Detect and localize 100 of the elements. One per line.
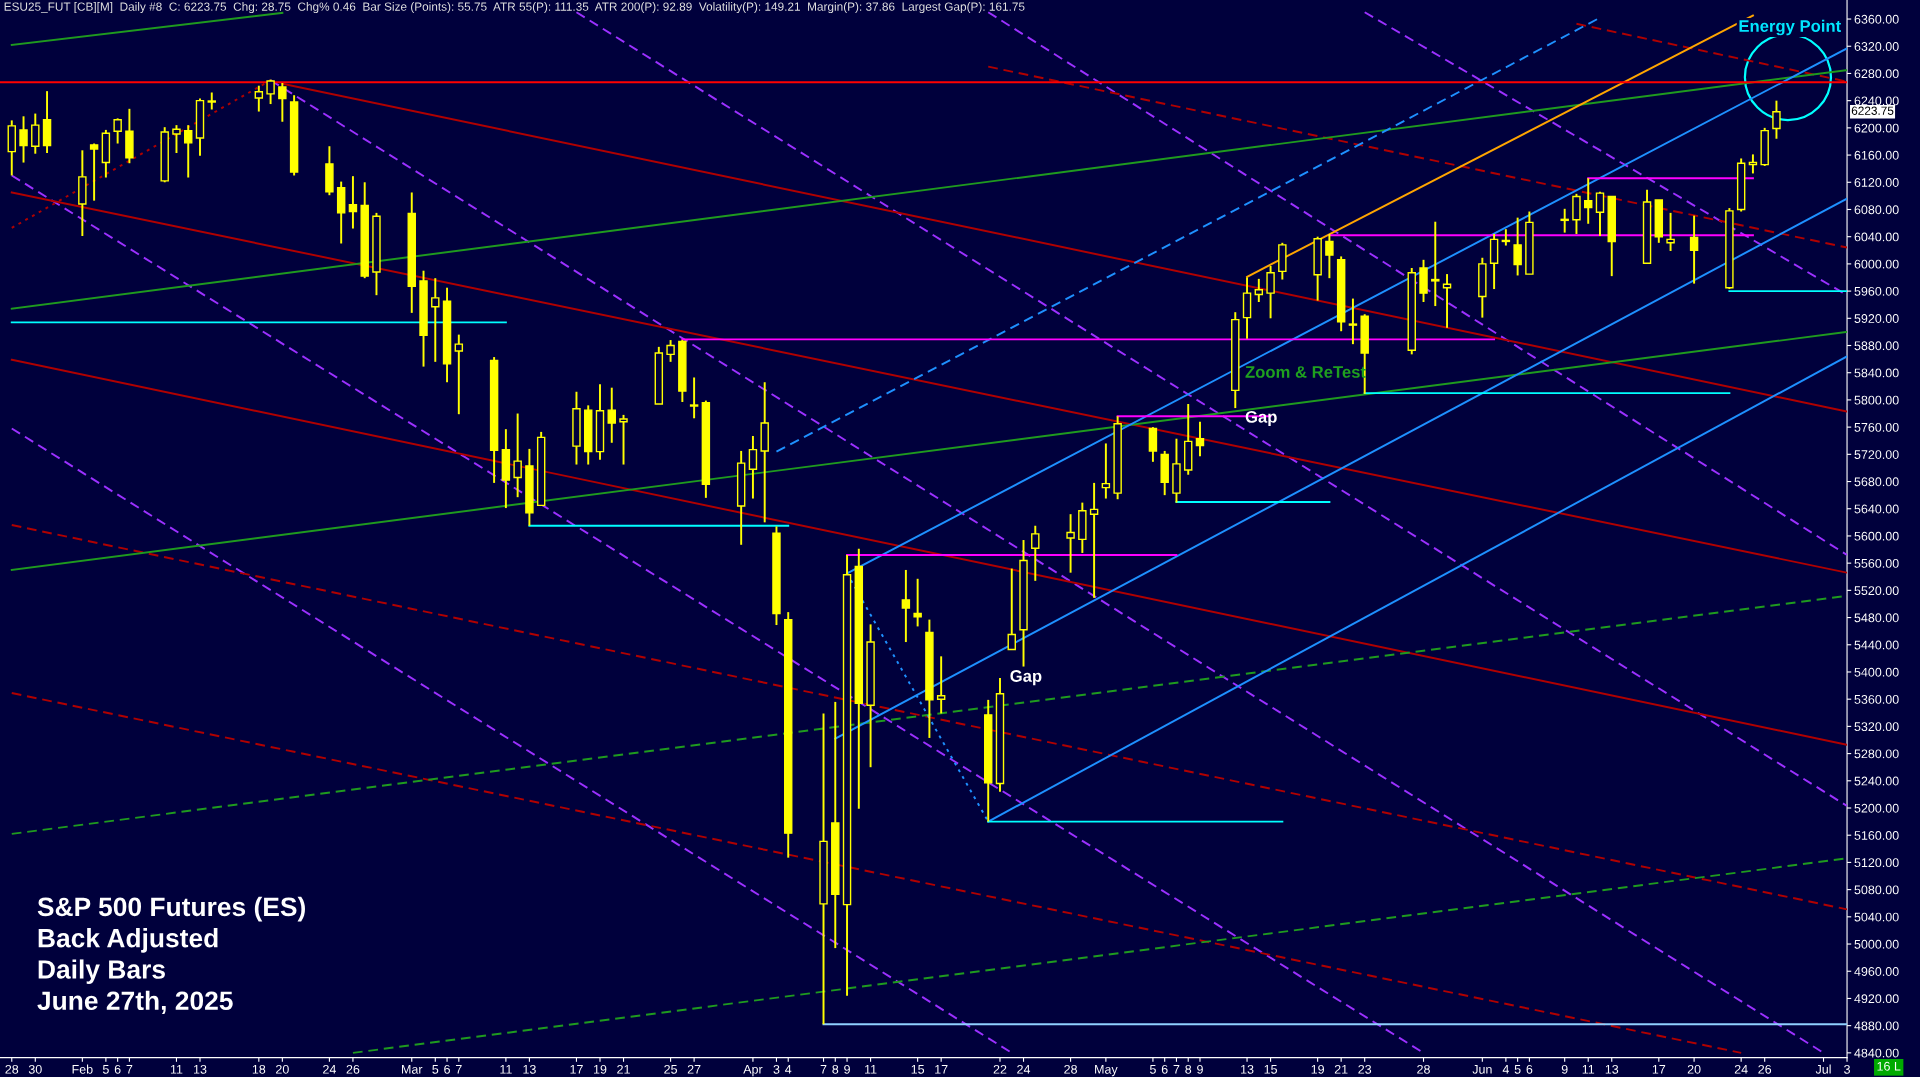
x-tick-label: 24	[323, 1064, 336, 1074]
x-tick-label: 19	[594, 1064, 607, 1074]
candlestick	[454, 333, 464, 416]
x-tick-label: 30	[28, 1064, 42, 1074]
y-tick-label: 5320.00	[1854, 722, 1899, 732]
x-tick-label: 5	[432, 1065, 439, 1074]
candlestick	[666, 339, 675, 363]
annotation: Energy Point	[1739, 19, 1841, 36]
x-tick-label: Jun	[1472, 1065, 1492, 1074]
y-tick-label: 6240.00	[1854, 96, 1899, 106]
y-tick-label: 5280.00	[1854, 749, 1899, 759]
x-tick-label: 26	[346, 1064, 360, 1074]
candlestick	[1066, 513, 1075, 574]
y-tick-label: 4840.00	[1854, 1048, 1899, 1058]
candlestick	[1007, 567, 1016, 651]
y-tick-label: 5000.00	[1854, 939, 1899, 949]
x-tick-label: 4	[785, 1065, 792, 1074]
x-tick-label: 6	[1526, 1064, 1533, 1074]
candlestick	[1266, 264, 1275, 320]
x-tick-label: 9	[1197, 1064, 1203, 1074]
candlestick	[1031, 524, 1040, 582]
y-tick-label: 5640.00	[1854, 504, 1899, 514]
y-tick-label: 5960.00	[1854, 286, 1899, 296]
x-tick-label: 3	[1844, 1064, 1850, 1074]
x-tick-label: 28	[5, 1064, 19, 1074]
x-tick-label: 7	[126, 1065, 133, 1074]
candlestick	[619, 413, 628, 466]
x-tick-label: 22	[993, 1064, 1007, 1074]
x-tick-label: Jul	[1815, 1064, 1831, 1074]
y-tick-label: 6360.00	[1854, 14, 1899, 24]
candlestick	[1254, 277, 1264, 303]
candlestick	[172, 124, 181, 154]
y-tick-label: 4880.00	[1854, 1021, 1899, 1031]
x-tick-label: Feb	[72, 1064, 93, 1074]
y-tick-label: 5880.00	[1854, 341, 1899, 351]
y-tick-label: 5720.00	[1854, 450, 1899, 459]
x-tick-label: Mar	[402, 1065, 423, 1074]
y-tick-label: 6160.00	[1854, 150, 1899, 160]
x-tick-label: 24	[1734, 1064, 1748, 1074]
x-tick-label: 4	[1502, 1065, 1509, 1074]
text: S&P 500 Futures (ES) Back Adjusted Daily Bars June 27th, 2025	[37, 896, 305, 1014]
x-tick-label: 11	[865, 1065, 877, 1074]
x-tick-label: 20	[1687, 1064, 1701, 1074]
x-tick-label: 24	[1017, 1064, 1031, 1074]
x-tick-label: 28	[1417, 1064, 1430, 1074]
annotation: Gap	[1010, 670, 1042, 686]
candlestick	[1089, 481, 1099, 599]
x-tick-label: May	[1095, 1065, 1118, 1077]
candlestick	[1666, 211, 1675, 252]
x-tick-label: 11	[500, 1065, 512, 1074]
candlestick	[1101, 442, 1111, 500]
y-tick-label: 5040.00	[1854, 912, 1899, 922]
text: 6223.75	[1851, 106, 1894, 115]
y-tick-label: 6200.00	[1854, 123, 1899, 133]
x-tick-label: 21	[617, 1064, 630, 1074]
x-tick-label: 19	[1311, 1064, 1324, 1074]
x-tick-label: 7	[820, 1065, 827, 1074]
x-tick-label: 6	[444, 1064, 450, 1074]
candlestick	[748, 435, 758, 500]
x-tick-label: 17	[935, 1065, 948, 1074]
x-tick-label: 11	[1582, 1065, 1595, 1074]
candlestick	[31, 112, 40, 155]
x-tick-label: 13	[523, 1064, 536, 1074]
x-tick-label: Apr	[743, 1065, 763, 1077]
text: 16 L	[1877, 1061, 1901, 1071]
candlestick	[431, 277, 440, 363]
candlestick	[1572, 192, 1581, 235]
candlestick	[513, 412, 522, 499]
candlestick	[19, 115, 28, 164]
candlestick	[254, 84, 264, 113]
x-tick-label: 3	[773, 1064, 780, 1074]
y-tick-label: 6040.00	[1854, 232, 1899, 242]
y-tick-label: 5480.00	[1854, 613, 1899, 623]
y-tick-label: 5800.00	[1854, 395, 1899, 405]
y-tick-label: 5520.00	[1854, 586, 1899, 596]
candlestick	[913, 577, 922, 628]
y-tick-label: 6280.00	[1854, 69, 1899, 79]
candlestick	[1489, 233, 1499, 291]
candlestick	[607, 386, 616, 444]
x-tick-label: 5	[102, 1065, 109, 1074]
candlestick	[1195, 420, 1205, 458]
y-tick-label: 5840.00	[1854, 368, 1899, 378]
y-tick-label: 5440.00	[1854, 640, 1899, 650]
candlestick	[1325, 233, 1334, 280]
candlestick	[348, 175, 358, 230]
y-tick-label: 6000.00	[1854, 259, 1899, 269]
x-tick-label: 9	[844, 1064, 850, 1074]
candlestick	[266, 78, 275, 106]
x-tick-label: 8	[832, 1064, 839, 1074]
x-tick-label: 11	[170, 1065, 183, 1074]
candlestick	[113, 117, 122, 145]
y-tick-label: 6120.00	[1854, 178, 1899, 187]
y-tick-label: 5600.00	[1854, 531, 1899, 541]
y-tick-label: 5200.00	[1854, 803, 1899, 813]
x-tick-label: 8	[1185, 1064, 1192, 1074]
x-tick-label: 13	[194, 1064, 207, 1074]
x-tick-label: 13	[1605, 1064, 1619, 1074]
x-tick-label: 9	[1561, 1064, 1568, 1074]
x-tick-label: 27	[687, 1064, 701, 1074]
y-tick-label: 5120.00	[1854, 858, 1899, 868]
